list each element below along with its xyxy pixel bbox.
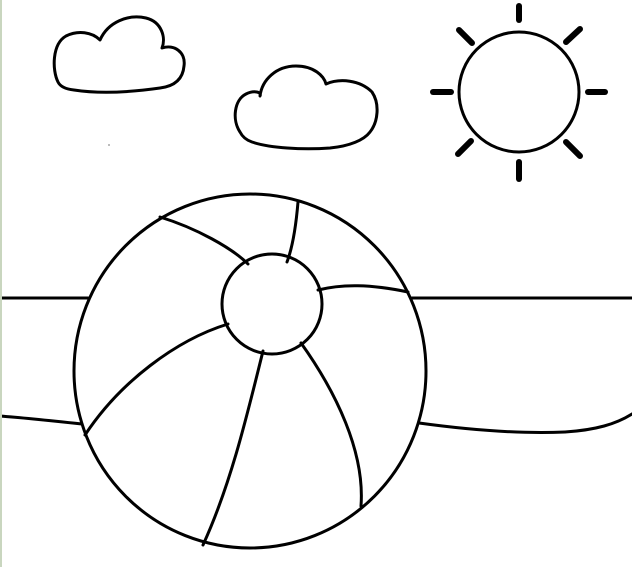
beach-ball-icon <box>72 192 428 550</box>
cloud-icon <box>233 64 379 151</box>
cloud-icon <box>52 15 186 94</box>
sun-icon <box>430 3 608 182</box>
page-edge-line <box>0 0 2 567</box>
stray-dot-mark <box>108 144 110 146</box>
shoreline-icon <box>0 296 632 435</box>
